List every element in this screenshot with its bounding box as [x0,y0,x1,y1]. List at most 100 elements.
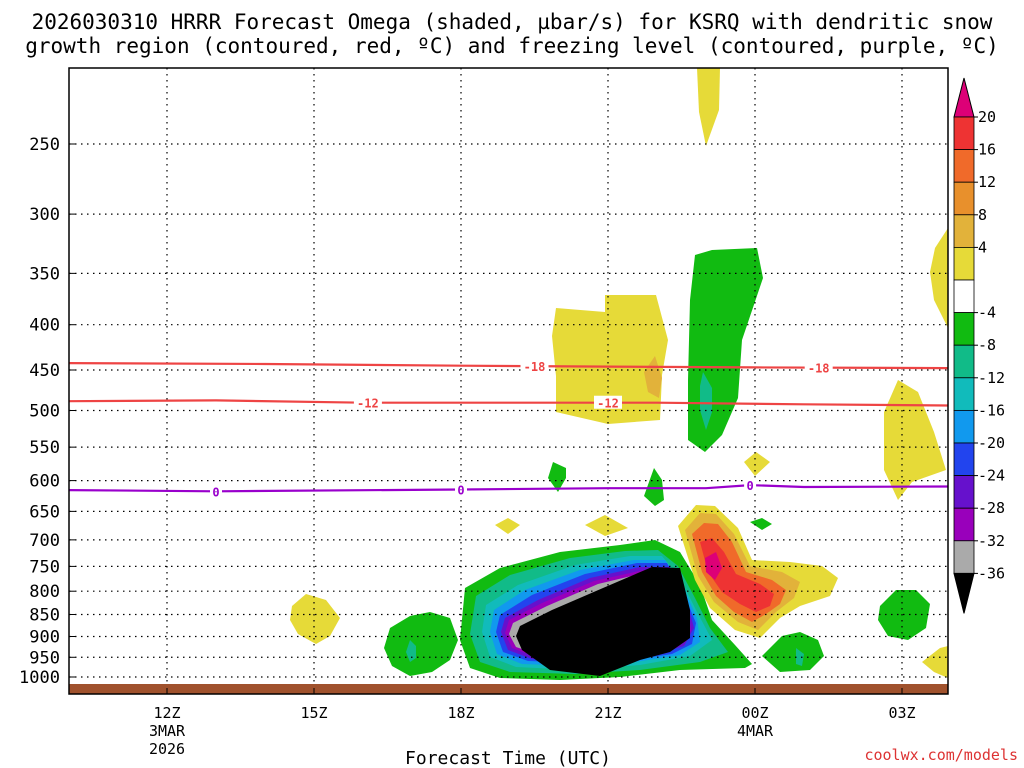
contour-label: 0 [212,485,219,499]
colorbar-label: 4 [978,238,987,256]
y-tick-label: 650 [29,502,60,522]
colorbar-bin [953,181,975,216]
colorbar-label: -24 [978,467,1005,485]
contour-label-bg [455,482,467,496]
chart-title-line-1: 2026030310 HRRR Forecast Omega (shaded, … [32,10,993,34]
y-tick-label: 850 [29,606,60,626]
colorbar-label: 16 [978,141,996,159]
contour-line [69,399,948,407]
contour-label-bg [353,395,382,409]
x-tick-label: 00Z [741,704,768,722]
omega-region-small-yellow-3 [585,515,628,536]
omega-band-rise-red [700,538,774,612]
y-tick-label: 500 [29,402,60,422]
colorbar: 20 16 12 8 4 -4 -8 -12 -16 -20 -24 -28 -32 -36 [953,77,1005,614]
y-tick-label: 250 [29,135,60,155]
y-tick-label: 400 [29,316,60,336]
omega-region-small-green-1 [548,462,566,492]
colorbar-label: -20 [978,434,1005,452]
contour-line [69,483,948,493]
contour-label: 0 [457,483,464,497]
omega-region-teal-column [700,372,712,430]
omega-region-upper-yellow [697,68,720,146]
plot-frame [68,67,949,695]
colorbar-bin [953,344,975,379]
omega-region-small-green-3 [750,518,772,530]
x-tick-year: 2026 [149,740,185,758]
contour-label: -12 [357,397,379,411]
colorbar-label: -32 [978,532,1005,550]
colorbar-label: 8 [978,206,987,224]
colorbar-label: -12 [978,369,1005,387]
ground-strip [69,684,948,694]
omega-region-green-right-1 [762,632,824,672]
contour-label-bg [520,359,549,373]
colorbar-bin [953,149,975,183]
y-tick-label: 750 [29,557,60,577]
x-tick-date: 3MAR [149,722,186,740]
contour-label-bg [744,478,757,492]
y-tick-label: 900 [29,627,60,647]
y-tick-label: 1000 [19,668,60,688]
colorbar-label: -4 [978,304,996,322]
omega-region-teal-left [406,640,416,662]
omega-region-small-yellow-5 [922,646,948,678]
colorbar-bin [953,377,975,411]
omega-region-small-yellow-2 [495,518,520,534]
y-tick-label: 450 [29,361,60,381]
x-axis-title: Forecast Time (UTC) [405,748,611,768]
y-tick-label: 550 [29,438,60,458]
x-tick-label: 18Z [447,704,474,722]
colorbar-bin [953,312,975,346]
omega-band-black [516,567,690,676]
colorbar-arrow-bottom [953,572,975,614]
colorbar-label: -36 [978,564,1005,582]
x-tick-label: 03Z [888,704,915,722]
colorbar-arrow-top [953,77,975,118]
y-tick-label: 600 [29,472,60,492]
colorbar-bin [953,116,975,150]
omega-region-right-yellow-mid [884,380,946,500]
colorbar-bin [953,279,975,313]
colorbar-label: -28 [978,499,1005,517]
y-tick-label: 700 [29,531,60,551]
y-tick-label: 950 [29,648,60,668]
contour-label: 0 [746,479,753,493]
y-tick-label: 350 [29,264,60,284]
colorbar-bin [953,409,975,444]
omega-region-right-yellow-top [930,228,948,328]
colorbar-label: -16 [978,401,1005,419]
colorbar-label: 12 [978,173,996,191]
omega-band-rise-core [705,552,722,580]
contour-label-bg [210,484,222,498]
omega-region-mid-yellow [552,295,668,424]
grid-lines [69,68,948,694]
colorbar-label: -8 [978,336,996,354]
y-axis-ticks: 2503003504004505005506006507007508008509… [19,135,75,688]
colorbar-bin [953,246,975,281]
x-tick-label: 12Z [153,704,180,722]
omega-region-teal-right [796,648,804,666]
omega-region-small-yellow-4 [290,594,340,644]
x-tick-label: 15Z [300,704,327,722]
contour-label-bg [594,395,622,409]
contour-label: -18 [808,362,830,376]
contour-lines: -18 -18 -12 -12 0 0 0 [69,359,948,499]
colorbar-bin [953,475,975,509]
colorbar-bin [953,442,975,476]
contour-label-bg [804,360,833,374]
omega-region-small-yellow-1 [744,452,770,476]
colorbar-label: 20 [978,108,996,126]
x-tick-date: 4MAR [737,722,774,740]
y-tick-label: 800 [29,582,60,602]
omega-region-small-green-2 [644,468,664,506]
chart-title-line-2: growth region (contoured, red, ºC) and f… [25,34,999,58]
omega-region-green-left [384,612,458,676]
colorbar-bin [953,214,975,248]
contour-label: -12 [597,397,619,411]
contour-label: -18 [524,360,546,374]
x-tick-label: 21Z [594,704,621,722]
credit-text: coolwx.com/models [864,746,1018,764]
